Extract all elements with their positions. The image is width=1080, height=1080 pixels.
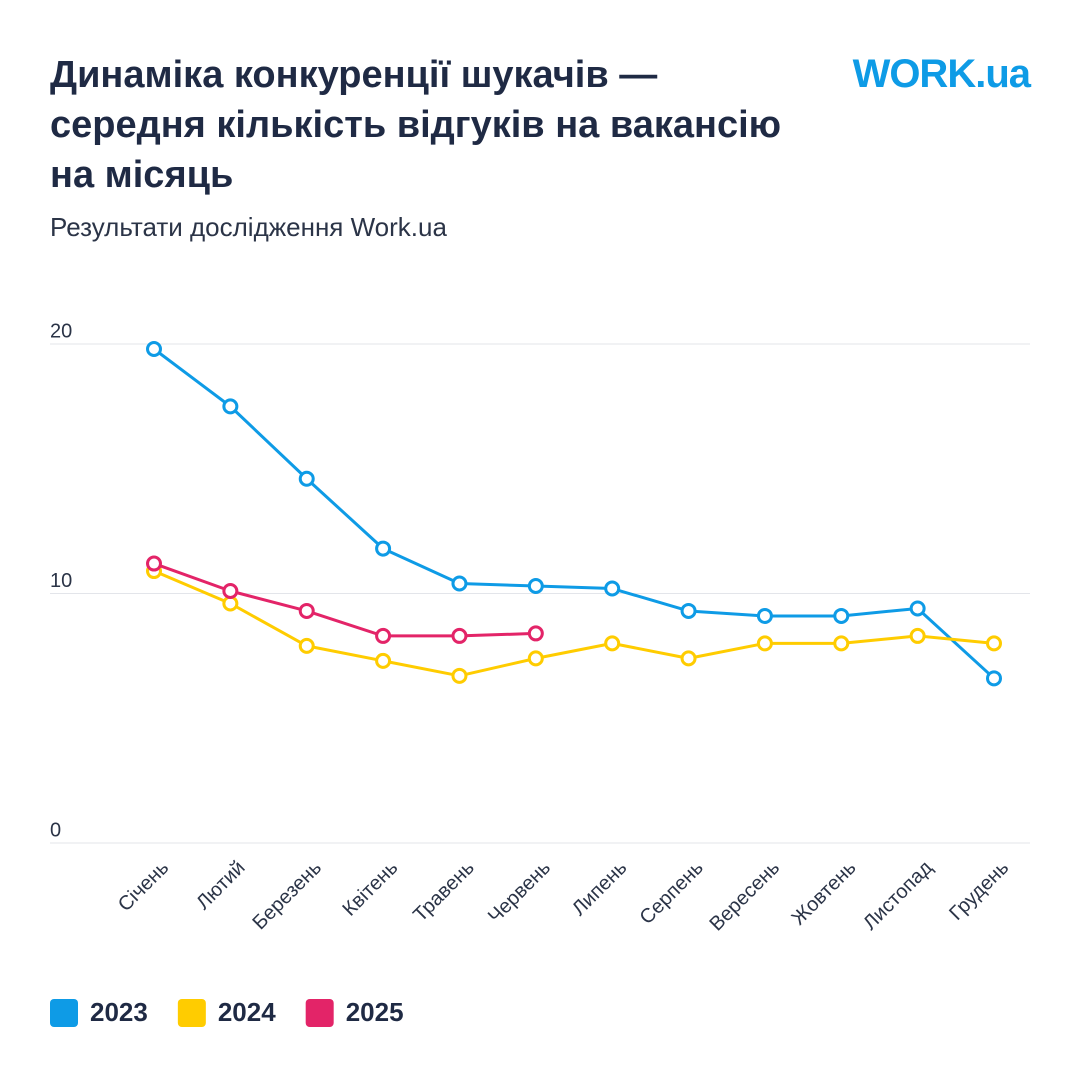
point xyxy=(909,627,926,644)
x-tick-label: Листопад xyxy=(859,856,937,934)
y-tick-label: 10 xyxy=(50,570,72,592)
legend-swatch xyxy=(177,999,206,1027)
legend-label: 2023 xyxy=(90,997,148,1027)
point xyxy=(375,627,392,644)
point xyxy=(298,470,315,487)
chart-subtitle: Результати дослідження Work.ua xyxy=(50,212,447,242)
point xyxy=(527,650,544,667)
point xyxy=(451,627,468,644)
point xyxy=(909,600,926,617)
point xyxy=(986,635,1002,652)
x-tick-label: Лютий xyxy=(192,857,249,914)
series-line xyxy=(153,562,536,638)
point xyxy=(604,635,621,652)
point xyxy=(986,670,1002,687)
point xyxy=(146,555,162,572)
x-tick-label: Липень xyxy=(568,857,631,920)
point xyxy=(833,607,850,624)
point xyxy=(222,583,239,600)
x-tick-label: Вересень xyxy=(705,857,784,936)
series-line xyxy=(153,347,996,680)
x-tick-label: Березень xyxy=(249,857,326,934)
legend-swatch xyxy=(305,999,334,1027)
point xyxy=(680,650,697,667)
point xyxy=(375,652,392,669)
legend-label: 2024 xyxy=(218,997,276,1027)
y-tick-label: 20 xyxy=(50,320,72,342)
point xyxy=(833,635,850,652)
point xyxy=(451,575,468,592)
point xyxy=(756,607,773,624)
point xyxy=(298,602,315,619)
x-tick-label: Серпень xyxy=(636,857,708,929)
point xyxy=(146,340,162,357)
x-tick-label: Травень xyxy=(409,857,479,927)
x-tick-label: Грудень xyxy=(945,857,1013,925)
point xyxy=(680,602,697,619)
point xyxy=(222,398,239,415)
point xyxy=(604,580,621,597)
series-line xyxy=(153,569,995,678)
point xyxy=(527,625,544,642)
x-tick-label: Квітень xyxy=(339,857,403,921)
point xyxy=(756,635,773,652)
point xyxy=(375,540,392,557)
x-tick-label: Жовтень xyxy=(788,857,861,930)
point xyxy=(527,578,544,595)
legend-swatch xyxy=(50,999,78,1027)
x-tick-label: Червень xyxy=(484,857,555,928)
logo: WORK.ua xyxy=(852,52,1031,96)
x-tick-label: Січень xyxy=(114,857,173,916)
y-tick-label: 0 xyxy=(50,819,61,841)
legend-label: 2025 xyxy=(346,997,404,1027)
point xyxy=(298,637,315,654)
chart-title: Динаміка конкуренції шукачів — середня к… xyxy=(50,54,782,196)
point xyxy=(451,667,468,684)
